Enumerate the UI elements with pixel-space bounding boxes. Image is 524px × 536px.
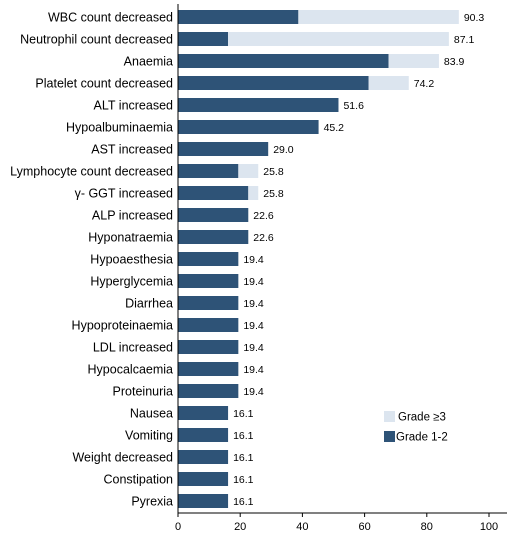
category-label-hypocalcaemia: Hypocalcaemia [88,363,174,377]
bar-grade-1-2-alt-increased [178,98,339,112]
value-label-hyperglycemia: 19.4 [243,276,264,288]
legend-label-grade-3-plus: Grade ≥3 [398,412,446,424]
bar-grade-1-2-nausea [178,406,229,420]
x-tick-label-80: 80 [421,521,433,533]
bar-grade-1-2-diarrhea [178,296,239,310]
bars-layer [178,10,459,508]
category-label-hyperglycemia: Hyperglycemia [90,275,173,289]
bar-grade-1-2-hyperglycemia [178,274,239,288]
bar-grade-1-2-ast-increased [178,142,269,156]
category-label-alp-increased: ALP increased [92,209,173,223]
category-label-lymphocyte-count-decreased: Lymphocyte count decreased [10,165,173,179]
category-label-platelet-count-decreased: Platelet count decreased [35,77,173,91]
x-tick-label-0: 0 [175,521,181,533]
value-label-ldl-increased: 19.4 [243,342,264,354]
category-label-ldl-increased: LDL increased [93,341,173,355]
value-label-hypoproteinaemia: 19.4 [243,320,264,332]
category-label-ast-increased: AST increased [91,143,173,157]
value-label-ast-increased: 29.0 [273,144,294,156]
bar-grade-1-2-hypoaesthesia [178,252,239,266]
bar-grade-1-2-ldl-increased [178,340,239,354]
bar-grade-1-2-constipation [178,472,229,486]
bar-grade-1-2-hypoalbuminaemia [178,120,319,134]
value-label-proteinuria: 19.4 [243,386,264,398]
bar-grade-1-2-anaemia [178,54,389,68]
value-label-weight-decreased: 16.1 [233,452,254,464]
category-label-hypoproteinaemia: Hypoproteinaemia [72,319,173,333]
category-label-anaemia: Anaemia [124,55,173,69]
x-tick-label-100: 100 [480,521,498,533]
bar-grade-1-2-hypocalcaemia [178,362,239,376]
x-axis: 0 20 40 60 80 100 [175,4,507,533]
bar-grade-3-anaemia [388,54,439,68]
category-label-alt-increased: ALT increased [94,99,173,113]
value-labels: 90.3 87.1 83.9 74.2 51.6 45.2 29.0 25.8 25.8 22.6… [233,12,484,508]
bar-grade-1-2-pyrexia [178,494,229,508]
category-label-constipation: Constipation [104,473,174,487]
bar-grade-3-lymphocyte-count-decreased [238,164,259,178]
value-label-hypoaesthesia: 19.4 [243,254,264,266]
value-label-alp-increased: 22.6 [253,210,274,222]
category-label-nausea: Nausea [130,407,173,421]
value-label-alt-increased: 51.6 [343,100,364,112]
legend: Grade ≥3 Grade 1-2 [384,411,448,444]
category-label-proteinuria: Proteinuria [113,385,173,399]
bar-grade-1-2-wbc-count-decreased [178,10,299,24]
category-label-pyrexia: Pyrexia [131,495,173,509]
category-label-vomiting: Vomiting [125,429,173,443]
value-label-anaemia: 83.9 [444,56,465,68]
value-label-hypoalbuminaemia: 45.2 [324,122,345,134]
value-label-vomiting: 16.1 [233,430,254,442]
legend-label-grade-1-2: Grade 1-2 [396,432,448,444]
bar-grade-1-2-ggt-increased [178,186,249,200]
bar-grade-1-2-hyponatraemia [178,230,249,244]
value-label-ggt-increased: 25.8 [263,188,284,200]
category-labels: WBC count decreased Neutrophil count decr… [10,11,173,509]
bar-grade-1-2-proteinuria [178,384,239,398]
value-label-neutrophil-count-decreased: 87.1 [454,34,475,46]
category-label-hypoalbuminaemia: Hypoalbuminaemia [66,121,173,135]
category-label-wbc-count-decreased: WBC count decreased [48,11,173,25]
category-label-hypoaesthesia: Hypoaesthesia [90,253,173,267]
bar-grade-3-wbc-count-decreased [298,10,459,24]
legend-swatch-grade-3-plus [384,411,395,422]
bar-grade-1-2-hypoproteinaemia [178,318,239,332]
x-tick-label-40: 40 [296,521,308,533]
bar-grade-1-2-lymphocyte-count-decreased [178,164,239,178]
category-label-weight-decreased: Weight decreased [72,451,173,465]
value-label-hyponatraemia: 22.6 [253,232,274,244]
category-label-hyponatraemia: Hyponatraemia [88,231,173,245]
legend-swatch-grade-1-2 [384,431,395,442]
bar-grade-1-2-weight-decreased [178,450,229,464]
category-label-ggt-increased: γ- GGT increased [75,187,173,201]
x-tick-label-20: 20 [234,521,246,533]
value-label-diarrhea: 19.4 [243,298,264,310]
bar-grade-3-neutrophil-count-decreased [228,32,449,46]
value-label-constipation: 16.1 [233,474,254,486]
value-label-hypocalcaemia: 19.4 [243,364,264,376]
value-label-wbc-count-decreased: 90.3 [464,12,485,24]
bar-grade-1-2-neutrophil-count-decreased [178,32,229,46]
bar-grade-1-2-vomiting [178,428,229,442]
category-label-neutrophil-count-decreased: Neutrophil count decreased [20,33,173,47]
value-label-nausea: 16.1 [233,408,254,420]
bar-grade-1-2-platelet-count-decreased [178,76,369,90]
value-label-pyrexia: 16.1 [233,496,254,508]
bar-grade-1-2-alp-increased [178,208,249,222]
bar-grade-3-ggt-increased [248,186,259,200]
category-label-diarrhea: Diarrhea [125,297,173,311]
value-label-lymphocyte-count-decreased: 25.8 [263,166,284,178]
bar-grade-3-platelet-count-decreased [368,76,409,90]
value-label-platelet-count-decreased: 74.2 [414,78,435,90]
x-tick-label-60: 60 [358,521,370,533]
